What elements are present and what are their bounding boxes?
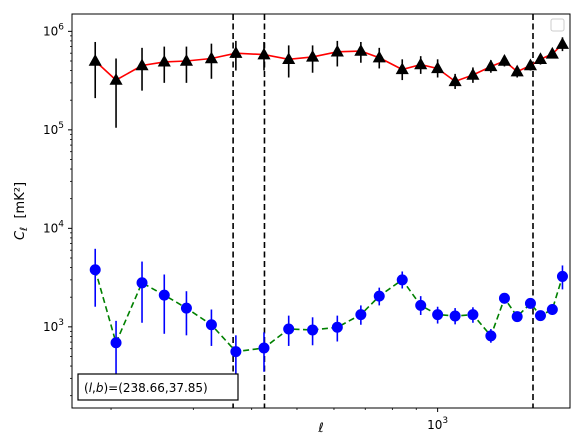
y-tick-label-1: 104 (43, 219, 64, 235)
series-0-point-17 (466, 68, 480, 80)
series-1-point-10 (331, 321, 343, 333)
y-tick-label-2: 105 (43, 121, 64, 137)
plot-area (72, 14, 570, 408)
series-1-point-20 (511, 311, 523, 323)
series-1-point-5 (205, 319, 217, 331)
x-tick-label-0: 103 (427, 416, 448, 432)
legend-box (550, 18, 565, 32)
plot-background (72, 14, 570, 408)
series-0-point-10 (330, 44, 344, 57)
series-0-point-8 (282, 52, 296, 65)
series-1-point-4 (180, 302, 192, 314)
series-0-point-1 (109, 73, 123, 85)
annotation-text: (l,b)=(238.66,37.85) (84, 381, 208, 395)
series-1-point-11 (355, 309, 367, 321)
annotation-border (77, 373, 239, 401)
series-1-point-15 (432, 309, 444, 321)
series-0-point-22 (533, 52, 548, 65)
series-1 (89, 248, 568, 383)
series-0-point-15 (431, 61, 445, 74)
series-0-point-2 (135, 58, 149, 71)
y-tick-label-0: 103 (43, 318, 64, 334)
series-0-point-5 (204, 51, 218, 64)
series-0-point-0 (88, 53, 102, 66)
series-0-point-4 (179, 53, 193, 66)
series-1-point-0 (89, 264, 101, 276)
series-0-point-7 (257, 47, 271, 60)
series-1-point-17 (467, 309, 479, 321)
annotation-box: (l,b)=(238.66,37.85) (77, 373, 239, 401)
x-axis-label: ℓ (317, 421, 323, 436)
y-tick-label-3: 106 (43, 22, 64, 38)
y-axis-label: Cℓ [mK²] (13, 182, 30, 240)
series-1-point-9 (307, 324, 319, 336)
series-layer (88, 37, 570, 383)
series-1-point-21 (524, 297, 536, 309)
series-1-point-13 (396, 274, 408, 286)
axes-frame (71, 13, 571, 409)
series-0-point-24 (555, 37, 570, 49)
series-0-point-12 (372, 50, 386, 63)
series-1-point-24 (556, 270, 568, 282)
series-1-point-6 (230, 346, 242, 358)
legend (550, 18, 565, 32)
series-1-point-1 (110, 337, 122, 349)
series-1-point-7 (258, 342, 270, 354)
series-1-point-2 (136, 277, 148, 289)
series-0-point-14 (414, 57, 428, 70)
series-1-point-23 (546, 304, 558, 315)
axis-labels: 103 104 105 106 103 ℓ Cℓ [mK²] (13, 22, 448, 436)
series-0-point-11 (354, 44, 368, 56)
series-1-point-18 (485, 330, 497, 342)
series-1-point-12 (373, 290, 385, 302)
series-0-point-20 (510, 64, 524, 77)
series-0-point-3 (157, 54, 171, 67)
series-0 (88, 37, 570, 128)
series-0-point-21 (523, 58, 538, 71)
series-1-point-16 (449, 310, 461, 322)
series-0-point-9 (306, 49, 320, 62)
series-0-point-19 (497, 53, 512, 66)
series-1-point-3 (158, 289, 170, 301)
series-0-point-23 (545, 46, 559, 59)
series-1-point-14 (415, 299, 427, 311)
axis-ticks (68, 30, 439, 412)
series-0-point-16 (448, 74, 462, 87)
series-0-point-6 (229, 46, 243, 58)
series-1-point-8 (283, 323, 295, 335)
series-0-point-18 (484, 59, 498, 72)
series-1-point-22 (534, 310, 546, 322)
axes-border (71, 13, 571, 409)
series-0-point-13 (395, 62, 409, 75)
series-1-point-19 (498, 292, 510, 304)
